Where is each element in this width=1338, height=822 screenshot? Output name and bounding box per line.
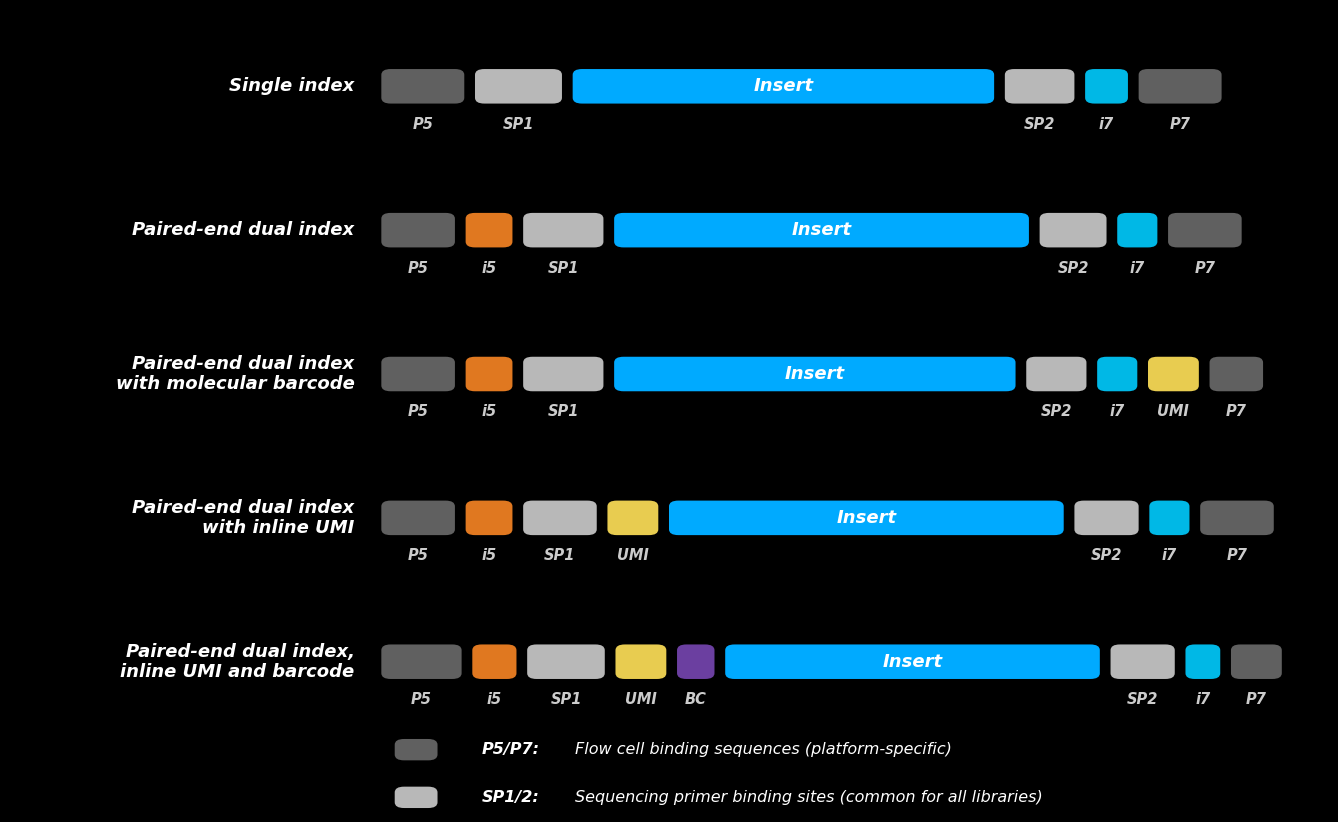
Text: SP1: SP1 (547, 261, 579, 275)
Text: UMI: UMI (625, 692, 657, 707)
Text: Paired-end dual index,: Paired-end dual index, (126, 643, 355, 661)
FancyBboxPatch shape (1210, 357, 1263, 391)
Text: Insert: Insert (753, 77, 814, 95)
FancyBboxPatch shape (614, 357, 1016, 391)
Text: UMI: UMI (617, 548, 649, 563)
FancyBboxPatch shape (381, 213, 455, 247)
Text: Paired-end dual index: Paired-end dual index (132, 221, 355, 239)
FancyBboxPatch shape (725, 644, 1100, 679)
FancyBboxPatch shape (1085, 69, 1128, 104)
FancyBboxPatch shape (395, 739, 438, 760)
Text: SP1: SP1 (503, 117, 534, 132)
Text: SP2: SP2 (1041, 404, 1072, 419)
FancyBboxPatch shape (475, 69, 562, 104)
Text: P7: P7 (1226, 404, 1247, 419)
Text: Paired-end dual index: Paired-end dual index (132, 499, 355, 517)
Text: with inline UMI: with inline UMI (202, 519, 355, 537)
FancyBboxPatch shape (523, 357, 603, 391)
Text: i7: i7 (1161, 548, 1177, 563)
Text: SP2: SP2 (1057, 261, 1089, 275)
FancyBboxPatch shape (395, 787, 438, 808)
FancyBboxPatch shape (1139, 69, 1222, 104)
Text: P5: P5 (411, 692, 432, 707)
FancyBboxPatch shape (1200, 501, 1274, 535)
Text: i7: i7 (1098, 117, 1115, 132)
Text: SP2: SP2 (1024, 117, 1056, 132)
FancyBboxPatch shape (1026, 357, 1086, 391)
Text: BC: BC (685, 692, 706, 707)
FancyBboxPatch shape (381, 69, 464, 104)
FancyBboxPatch shape (523, 213, 603, 247)
FancyBboxPatch shape (523, 501, 597, 535)
FancyBboxPatch shape (1097, 357, 1137, 391)
FancyBboxPatch shape (615, 644, 666, 679)
FancyBboxPatch shape (466, 501, 512, 535)
FancyBboxPatch shape (1149, 501, 1189, 535)
Text: P7: P7 (1195, 261, 1215, 275)
Text: i7: i7 (1109, 404, 1125, 419)
FancyBboxPatch shape (466, 357, 512, 391)
Text: Insert: Insert (883, 653, 942, 671)
FancyBboxPatch shape (1168, 213, 1242, 247)
FancyBboxPatch shape (381, 357, 455, 391)
Text: Insert: Insert (836, 509, 896, 527)
Text: with molecular barcode: with molecular barcode (115, 375, 355, 393)
Text: i5: i5 (482, 261, 496, 275)
FancyBboxPatch shape (381, 501, 455, 535)
FancyBboxPatch shape (1148, 357, 1199, 391)
FancyBboxPatch shape (1111, 644, 1175, 679)
Text: Paired-end dual index: Paired-end dual index (132, 355, 355, 373)
Text: Insert: Insert (785, 365, 844, 383)
FancyBboxPatch shape (1231, 644, 1282, 679)
Text: Single index: Single index (229, 77, 355, 95)
Text: P5: P5 (408, 404, 428, 419)
Text: inline UMI and barcode: inline UMI and barcode (120, 663, 355, 681)
Text: i7: i7 (1129, 261, 1145, 275)
Text: P7: P7 (1169, 117, 1191, 132)
Text: Insert: Insert (792, 221, 851, 239)
FancyBboxPatch shape (527, 644, 605, 679)
Text: P5: P5 (408, 548, 428, 563)
Text: SP2: SP2 (1090, 548, 1123, 563)
Text: SP1: SP1 (547, 404, 579, 419)
FancyBboxPatch shape (381, 644, 462, 679)
FancyBboxPatch shape (607, 501, 658, 535)
FancyBboxPatch shape (1005, 69, 1074, 104)
Text: i5: i5 (482, 548, 496, 563)
Text: P5: P5 (412, 117, 434, 132)
Text: P5: P5 (408, 261, 428, 275)
FancyBboxPatch shape (1040, 213, 1107, 247)
FancyBboxPatch shape (1074, 501, 1139, 535)
Text: i5: i5 (487, 692, 502, 707)
Text: Flow cell binding sequences (platform-specific): Flow cell binding sequences (platform-sp… (575, 742, 953, 757)
FancyBboxPatch shape (614, 213, 1029, 247)
Text: UMI: UMI (1157, 404, 1189, 419)
Text: i5: i5 (482, 404, 496, 419)
FancyBboxPatch shape (1117, 213, 1157, 247)
Text: i7: i7 (1195, 692, 1211, 707)
Text: SP1/2:: SP1/2: (482, 790, 539, 805)
Text: P7: P7 (1246, 692, 1267, 707)
FancyBboxPatch shape (1185, 644, 1220, 679)
FancyBboxPatch shape (466, 213, 512, 247)
Text: P5/P7:: P5/P7: (482, 742, 539, 757)
Text: P7: P7 (1227, 548, 1247, 563)
Text: SP2: SP2 (1127, 692, 1159, 707)
Text: Sequencing primer binding sites (common for all libraries): Sequencing primer binding sites (common … (575, 790, 1044, 805)
FancyBboxPatch shape (669, 501, 1064, 535)
Text: SP1: SP1 (550, 692, 582, 707)
FancyBboxPatch shape (573, 69, 994, 104)
FancyBboxPatch shape (677, 644, 714, 679)
FancyBboxPatch shape (472, 644, 516, 679)
Text: SP1: SP1 (545, 548, 575, 563)
